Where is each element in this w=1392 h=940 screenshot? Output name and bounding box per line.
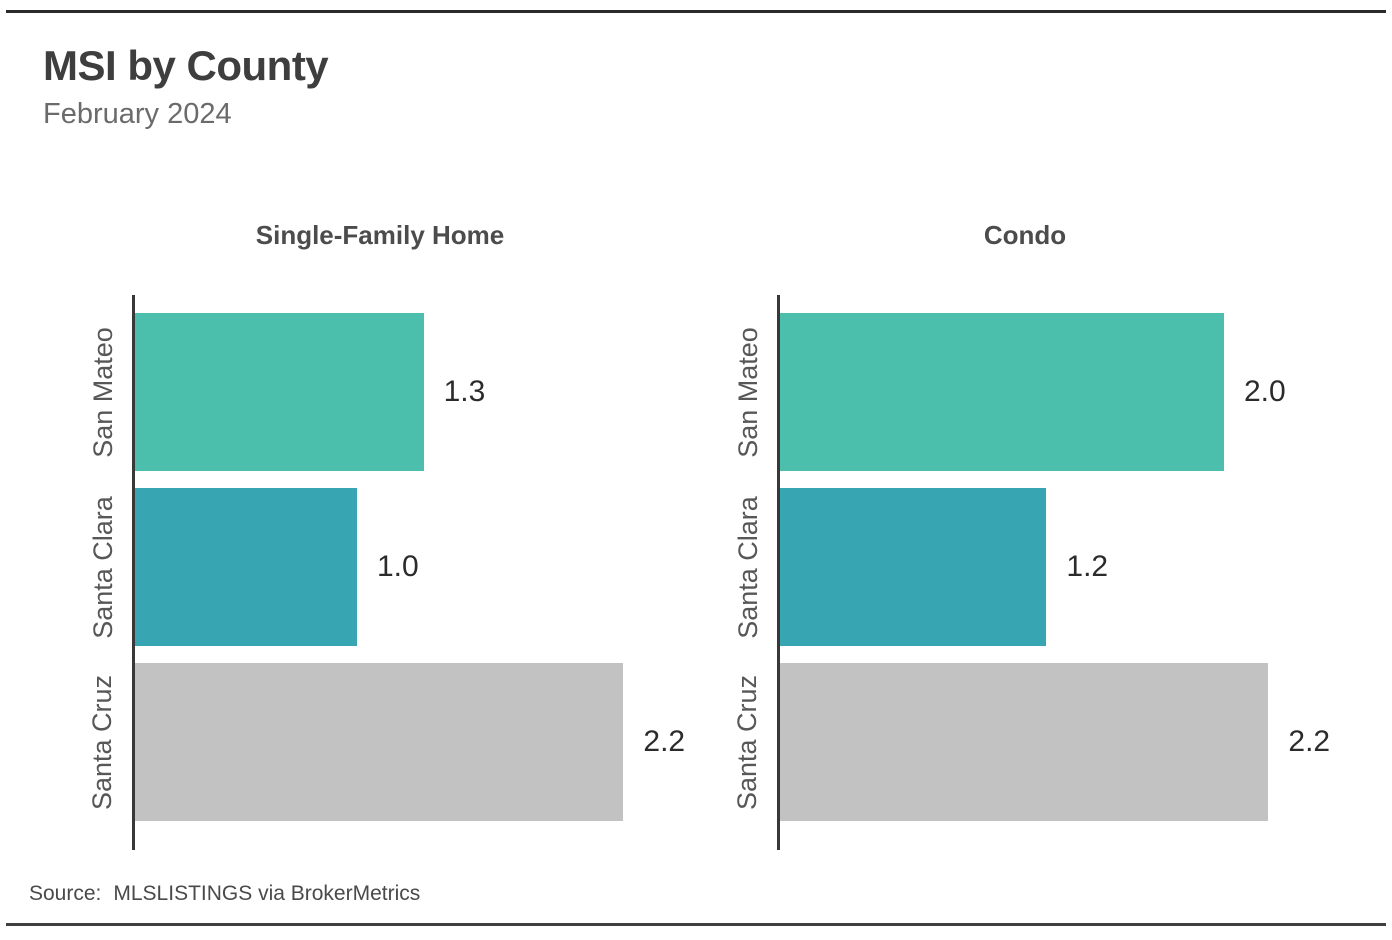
value-label: 2.2 — [1288, 725, 1331, 758]
value-label: 1.2 — [1066, 550, 1109, 583]
plot-area-condo: San Mateo 2.0 Santa Clara 1.2 Santa Cruz 2.2 — [733, 295, 1335, 850]
category-label: Santa Cruz — [728, 663, 768, 821]
value-label: 1.3 — [443, 375, 486, 408]
bar — [135, 663, 624, 821]
category-label: Santa Cruz — [83, 663, 123, 821]
bar-row: Santa Cruz 2.2 — [733, 663, 1335, 821]
bar-row: Santa Clara 1.2 — [733, 488, 1335, 646]
bar-row: Santa Cruz 2.2 — [88, 663, 690, 821]
category-label-text: San Mateo — [87, 326, 118, 458]
chart-title-condo: Condo — [983, 220, 1067, 250]
category-label: Santa Clara — [83, 488, 123, 646]
category-label: Santa Clara — [728, 488, 768, 646]
category-label-text: San Mateo — [732, 326, 763, 458]
value-label: 1.0 — [377, 550, 419, 583]
category-label-text: Santa Clara — [732, 495, 763, 639]
source-label: Source: — [29, 882, 102, 905]
source-line: Source: MLSLISTINGS via BrokerMetrics — [29, 882, 420, 906]
bar — [135, 313, 424, 471]
category-label-text: Santa Clara — [87, 495, 118, 639]
value-label: 2.2 — [643, 725, 686, 758]
page-title: MSI by County — [43, 42, 329, 89]
bar — [780, 488, 1047, 646]
bar — [780, 663, 1269, 821]
category-label-text: Santa Cruz — [87, 674, 118, 810]
value-label: 2.0 — [1244, 375, 1286, 408]
bar-row: Santa Clara 1.0 — [88, 488, 690, 646]
bar-row: San Mateo 2.0 — [733, 313, 1335, 471]
chart-single-family-home: Single-Family Home San Mateo 1.3 Santa Cla… — [88, 220, 710, 865]
top-divider — [6, 10, 1386, 13]
bottom-divider — [6, 923, 1386, 926]
plot-area-single-family: San Mateo 1.3 Santa Clara 1.0 Santa Cruz 2.2 — [88, 295, 690, 850]
report-date: February 2024 — [43, 98, 232, 130]
chart-title-single-family: Single-Family Home — [255, 220, 505, 250]
bar — [780, 313, 1224, 471]
source-text: MLSLISTINGS via BrokerMetrics — [113, 882, 421, 905]
category-label-text: Santa Cruz — [732, 674, 763, 810]
category-label: San Mateo — [83, 313, 123, 471]
chart-condo: Condo San Mateo 2.0 Santa Clara 1.2 Santa Cr… — [733, 220, 1355, 865]
bar — [135, 488, 357, 646]
bar-row: San Mateo 1.3 — [88, 313, 690, 471]
category-label: San Mateo — [728, 313, 768, 471]
